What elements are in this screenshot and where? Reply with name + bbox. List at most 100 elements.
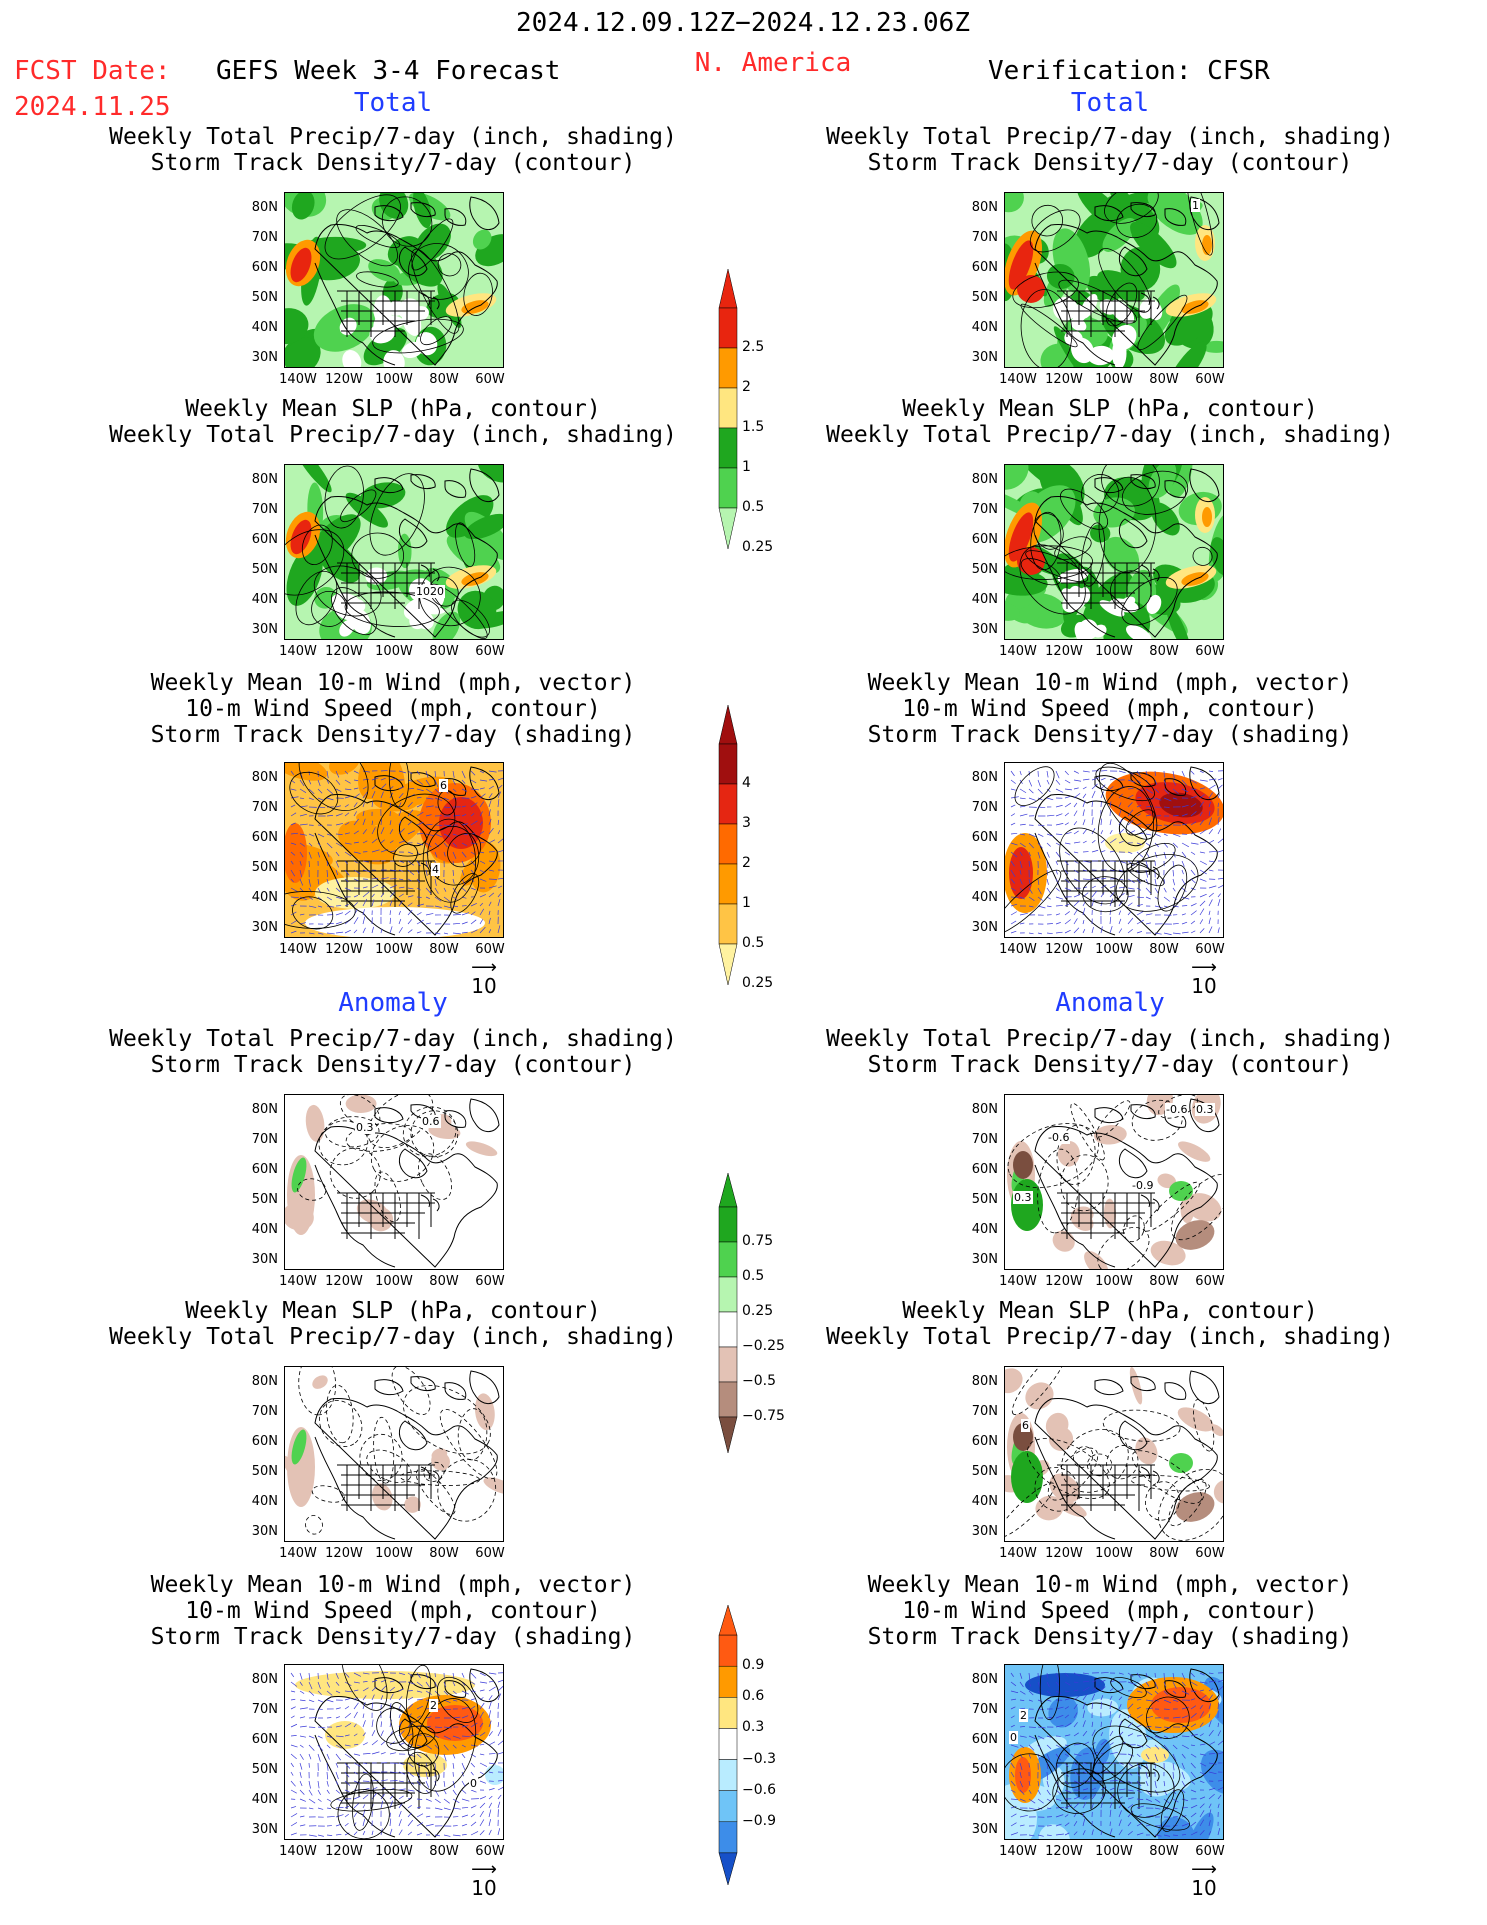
contour-label: 6	[1021, 1419, 1030, 1432]
lat-label: 60N	[971, 260, 998, 275]
lat-label: 30N	[971, 622, 998, 637]
contour-label: 0.3	[355, 1121, 375, 1134]
map-fcst-3: 0.3 0.6	[284, 1094, 504, 1270]
lat-label: 30N	[251, 622, 278, 637]
colorbar-label: −0.9	[742, 1812, 776, 1829]
lat-label: 60N	[971, 532, 998, 547]
lat-label: 40N	[251, 1792, 278, 1807]
lat-label: 50N	[971, 562, 998, 577]
lat-label: 70N	[251, 1132, 278, 1147]
lon-label: 100W	[1095, 1546, 1133, 1561]
colorbar-label: 0.9	[742, 1657, 765, 1674]
colorbar-label: 1	[742, 459, 751, 475]
vector-ref-value: 10	[471, 1876, 497, 1900]
panel-title: Weekly Mean SLP (hPa, contour)	[902, 1298, 1318, 1324]
lat-label: 50N	[971, 860, 998, 875]
verification-title: Verification: CFSR	[988, 56, 1270, 86]
lon-label: 140W	[999, 644, 1037, 659]
colorbar-label: 0.6	[742, 1688, 765, 1705]
lat-label: 30N	[251, 920, 278, 935]
lon-label: 80W	[429, 372, 459, 387]
lat-label: 50N	[251, 562, 278, 577]
contour-label: 4	[431, 863, 440, 876]
lon-label: 140W	[999, 1844, 1037, 1859]
lat-label: 40N	[971, 890, 998, 905]
lon-label: 120W	[325, 1546, 363, 1561]
colorbar-precip-total: 2.5 2 1.5 1 0.5 0.25	[718, 268, 816, 578]
lat-label: 30N	[971, 920, 998, 935]
lon-label: 140W	[999, 1546, 1037, 1561]
lon-label: 80W	[429, 1274, 459, 1289]
lon-label: 80W	[1149, 942, 1179, 957]
lat-label: 30N	[971, 1524, 998, 1539]
section-anomaly-right: Anomaly	[1055, 988, 1165, 1018]
lon-label: 140W	[279, 1844, 317, 1859]
panel-title: 10-m Wind Speed (mph, contour)	[902, 1598, 1318, 1624]
lon-label: 80W	[429, 644, 459, 659]
panel-title: Weekly Total Precip/7-day (inch, shading…	[109, 124, 677, 150]
lon-label: 60W	[475, 1274, 505, 1289]
lat-label: 50N	[251, 860, 278, 875]
panel-title: 10-m Wind Speed (mph, contour)	[902, 696, 1318, 722]
lat-label: 70N	[971, 1404, 998, 1419]
vector-reference: ⟶ 10	[1191, 1859, 1217, 1901]
colorbar-label: −0.6	[742, 1781, 776, 1798]
vector-ref-value: 10	[1191, 974, 1217, 998]
colorbar-label: 3	[742, 815, 751, 831]
colorbar-label: 0.5	[742, 499, 765, 515]
map-plot	[285, 193, 503, 367]
lat-label: 80N	[971, 1374, 998, 1389]
map-plot	[1007, 1095, 1223, 1269]
map-plot	[1005, 763, 1223, 937]
lat-label: 60N	[251, 260, 278, 275]
arrow-icon: ⟶	[1191, 957, 1217, 978]
colorbar-storm-anom: 0.9 0.6 0.3 −0.3 −0.6 −0.9	[718, 1604, 816, 1914]
lat-label: 50N	[251, 1464, 278, 1479]
lat-label: 40N	[251, 890, 278, 905]
contour-label: 6	[439, 779, 448, 792]
colorbar-label: 0.5	[742, 1268, 765, 1284]
panel-title: 10-m Wind Speed (mph, contour)	[185, 696, 601, 722]
lon-label: 80W	[429, 1546, 459, 1561]
colorbar-label: 2	[742, 855, 751, 871]
lon-label: 140W	[999, 1274, 1037, 1289]
map-plot	[285, 1095, 500, 1268]
lon-label: 140W	[999, 372, 1037, 387]
map-fcst-4	[284, 1366, 504, 1542]
lat-label: 40N	[971, 1222, 998, 1237]
lat-label: 60N	[971, 1434, 998, 1449]
map-plot	[285, 763, 503, 937]
lat-label: 60N	[251, 830, 278, 845]
lon-label: 60W	[1195, 1844, 1225, 1859]
map-plot	[285, 465, 503, 639]
lon-label: 100W	[375, 1546, 413, 1561]
lat-label: 30N	[971, 1252, 998, 1267]
contour-label: -0.9	[1131, 1179, 1155, 1192]
lon-label: 100W	[375, 1844, 413, 1859]
lon-label: 120W	[325, 1274, 363, 1289]
arrow-icon: ⟶	[471, 1859, 497, 1880]
lat-label: 60N	[971, 1732, 998, 1747]
contour-label: 1020	[415, 585, 445, 598]
contour-label: -0.6	[1047, 1131, 1071, 1144]
lon-label: 80W	[1149, 1546, 1179, 1561]
lon-label: 140W	[999, 942, 1037, 957]
arrow-icon: ⟶	[1191, 1859, 1217, 1880]
panel-title: 10-m Wind Speed (mph, contour)	[185, 1598, 601, 1624]
lon-label: 60W	[1195, 1546, 1225, 1561]
lat-label: 60N	[971, 830, 998, 845]
lon-label: 60W	[475, 372, 505, 387]
panel-title: Weekly Total Precip/7-day (inch, shading…	[826, 1324, 1394, 1350]
lat-label: 80N	[251, 1102, 278, 1117]
lon-label: 60W	[475, 644, 505, 659]
lat-label: 40N	[971, 320, 998, 335]
lat-label: 80N	[971, 200, 998, 215]
lon-label: 100W	[1095, 1844, 1133, 1859]
lat-label: 40N	[251, 1494, 278, 1509]
contour-label: 2	[429, 1699, 438, 1712]
panel-title: Weekly Mean SLP (hPa, contour)	[185, 396, 601, 422]
panel-title: Weekly Total Precip/7-day (inch, shading…	[109, 1324, 677, 1350]
lat-label: 30N	[251, 1524, 278, 1539]
